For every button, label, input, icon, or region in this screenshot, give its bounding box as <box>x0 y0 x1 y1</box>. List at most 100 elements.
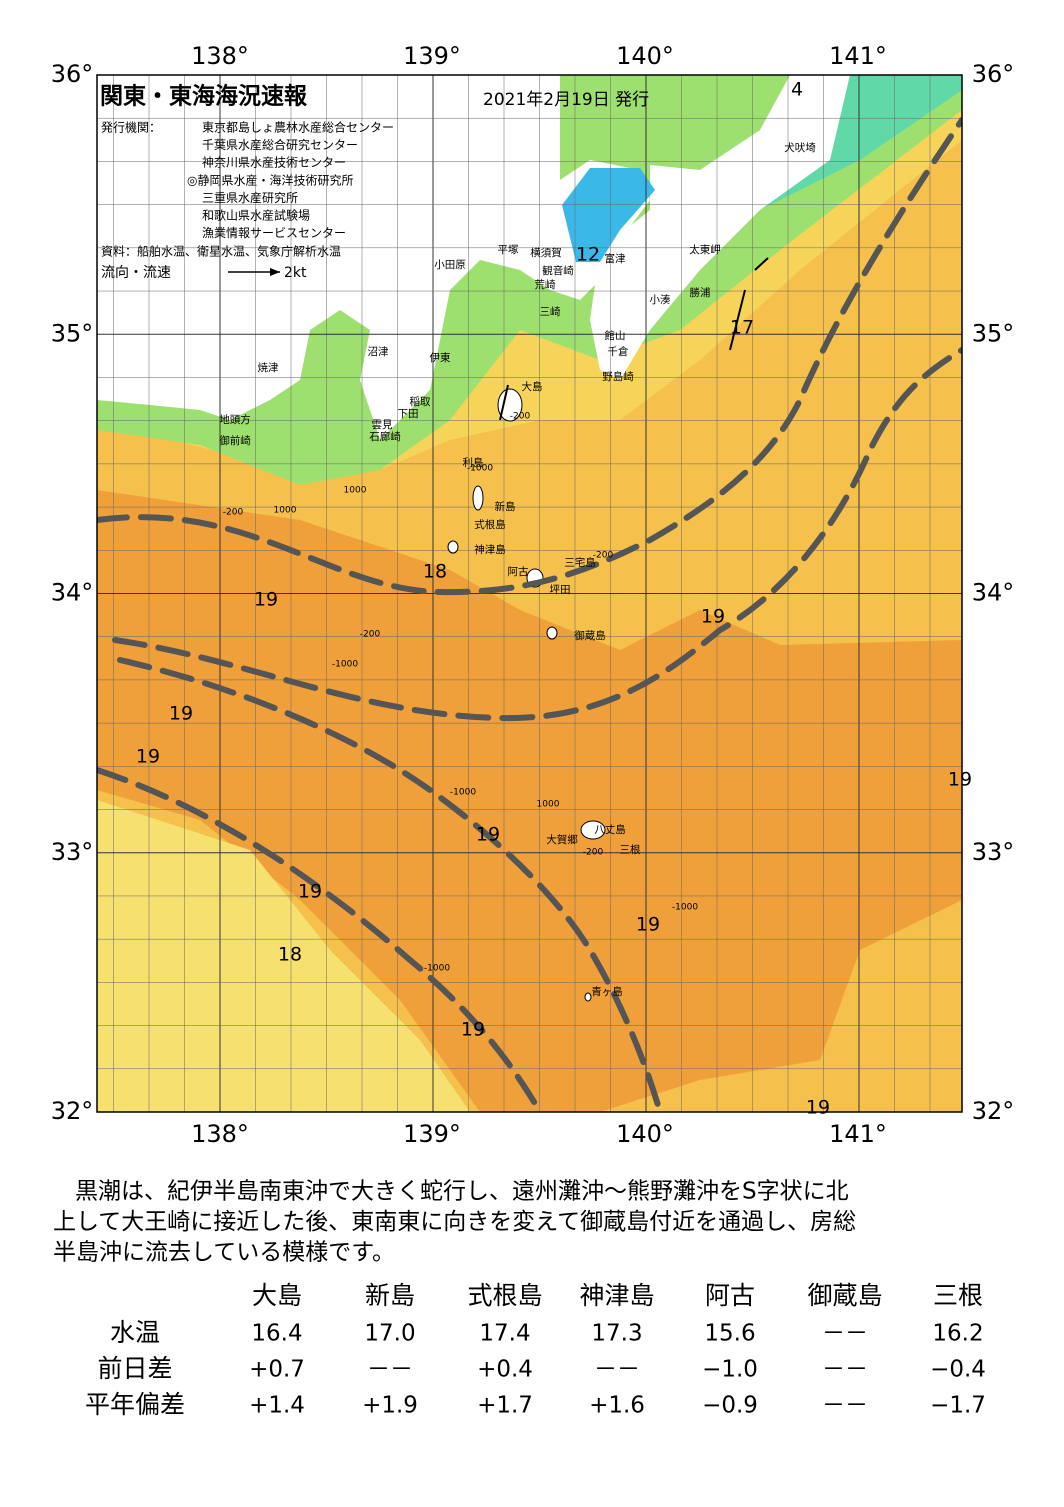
temperature-label: 19 <box>136 746 160 768</box>
depth-label: -1000 <box>424 964 450 974</box>
island <box>546 626 558 640</box>
place-name: 三根 <box>620 843 641 856</box>
island <box>584 992 592 1002</box>
place-name: 稲取 <box>410 396 431 408</box>
table-header: 新島 <box>365 1281 415 1310</box>
place-name: 平塚 <box>498 244 519 256</box>
temperature-label: 18 <box>278 944 302 966</box>
temperature-label: 12 <box>576 244 600 266</box>
place-name: 坪田 <box>550 583 571 596</box>
publisher: 三重県水産研究所 <box>202 190 298 205</box>
place-name: 千倉 <box>608 345 629 358</box>
place-name: 雲見 <box>372 419 393 431</box>
table-header: 神津島 <box>579 1281 654 1310</box>
place-name: 三宅島 <box>564 556 596 569</box>
island <box>447 540 459 554</box>
table-cell: 17.4 <box>479 1321 530 1347</box>
current-arrow <box>499 384 509 421</box>
place-name: 館山 <box>605 329 626 342</box>
place-name: 石廊崎 <box>369 430 401 443</box>
table-cell: +1.4 <box>249 1393 305 1419</box>
lat-label: 32° <box>972 1097 1015 1125</box>
temperature-label: 19 <box>169 703 193 725</box>
depth-label: -1000 <box>467 464 493 474</box>
place-name: 式根島 <box>474 518 506 531</box>
row-label: 平年偏差 <box>85 1390 185 1419</box>
warm-water <box>97 490 962 1112</box>
kuroshio-path <box>97 767 543 1112</box>
table-cell: −1.0 <box>702 1357 758 1383</box>
lat-label: 36° <box>51 60 94 88</box>
island <box>472 485 484 511</box>
legend-arrowhead <box>270 268 280 276</box>
lon-label: 138° <box>191 42 249 70</box>
place-name: 太東岬 <box>689 243 721 256</box>
summary-line: 半島沖に流去している模様です。 <box>53 1240 395 1266</box>
lat-label: 36° <box>972 60 1015 88</box>
temperature-label: 19 <box>476 824 500 846</box>
depth-label: 1000 <box>344 486 367 496</box>
land <box>97 75 650 440</box>
depth-label: -1000 <box>332 660 358 670</box>
place-name: 神津島 <box>474 543 506 556</box>
lat-label: 35° <box>972 319 1015 347</box>
current-arrow <box>754 257 769 271</box>
legend-label: 流向・流速 <box>101 265 171 281</box>
table-header: 大島 <box>252 1281 302 1310</box>
kuroshio-path <box>112 347 962 722</box>
temperature-label: 19 <box>701 606 725 628</box>
lon-label: 141° <box>829 42 887 70</box>
table-cell: −0.4 <box>930 1357 986 1383</box>
depth-label: -200 <box>223 508 244 518</box>
publisher: 神奈川県水産技術センター <box>202 155 346 170</box>
land <box>590 75 850 380</box>
place-name: 地頭方 <box>219 413 251 426</box>
temperature-label: 4 <box>791 79 803 101</box>
lat-label: 34° <box>51 579 94 607</box>
table-header: 阿古 <box>705 1281 755 1310</box>
place-name: 荒崎 <box>535 278 556 291</box>
source: 資料：船舶水温、衛星水温、気象庁解析水温 <box>101 244 341 259</box>
table-cell: －－ <box>822 1357 868 1383</box>
table-cell: 17.0 <box>364 1321 415 1347</box>
depth-label: -200 <box>583 848 604 858</box>
map-area <box>97 75 962 1112</box>
depth-label: -200 <box>510 412 531 422</box>
publisher: 東京都島しょ農林水産総合センター <box>202 120 394 135</box>
depth-label: 1000 <box>274 506 297 516</box>
table-header: 三根 <box>933 1281 983 1310</box>
map-title: 関東・東海海況速報 <box>100 83 308 110</box>
summary-line: 黒潮は、紀伊半島南東沖で大きく蛇行し、遠州灘沖～熊野灘沖をS字状に北 <box>75 1179 849 1205</box>
lon-label: 138° <box>191 1120 249 1148</box>
table-cell: −1.7 <box>930 1393 986 1419</box>
publisher: 和歌山県水産試験場 <box>202 208 310 223</box>
place-name: 野島崎 <box>602 370 634 383</box>
place-name: 御前崎 <box>219 434 251 447</box>
table-cell: －－ <box>822 1321 868 1347</box>
row-label: 水温 <box>110 1318 160 1347</box>
depth-label: -200 <box>360 630 381 640</box>
publisher: ◎静岡県水産・海洋技術研究所 <box>187 172 353 187</box>
publisher-label: 発行機関： <box>101 120 161 135</box>
island <box>497 388 523 422</box>
current-arrows <box>499 257 769 421</box>
lon-label: 139° <box>403 42 461 70</box>
lon-label: 139° <box>403 1120 461 1148</box>
row-label: 前日差 <box>97 1354 172 1383</box>
publisher: 漁業情報サービスセンター <box>202 226 346 240</box>
lon-label: 140° <box>616 42 674 70</box>
place-name: 三崎 <box>540 305 561 318</box>
map-frame <box>96 74 963 1113</box>
place-name: 下田 <box>398 408 419 420</box>
place-name: 犬吠埼 <box>784 141 816 154</box>
place-name: 沼津 <box>368 345 389 358</box>
place-name: 御蔵島 <box>574 629 606 642</box>
place-name: 富津 <box>605 252 626 265</box>
temperature-label: 17 <box>730 317 754 339</box>
table-cell: +1.7 <box>477 1393 533 1419</box>
summary-line: 上して大王崎に接近した後、東南東に向きを変えて御蔵島付近を通過し、房総 <box>53 1209 856 1235</box>
table-header: 御蔵島 <box>807 1281 882 1310</box>
depth-label: -200 <box>593 551 614 561</box>
